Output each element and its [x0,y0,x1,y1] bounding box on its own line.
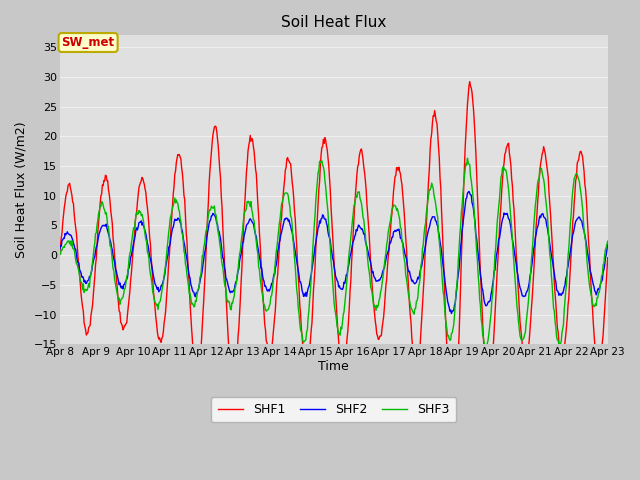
SHF1 [466,79,474,84]
SHF3 [417,275,424,280]
SHF2 [465,189,473,194]
SHF1 [417,341,424,347]
SHF2 [207,217,214,223]
SHF3 [604,238,612,244]
Line: SHF2: SHF2 [60,192,608,313]
SHF3 [122,279,130,285]
SHF3 [401,256,408,262]
SHF3 [481,344,489,349]
SHF1 [401,210,408,216]
SHF2 [447,311,455,316]
Title: Soil Heat Flux: Soil Heat Flux [281,15,387,30]
Line: SHF1: SHF1 [60,82,608,429]
SHF1 [56,249,63,255]
SHF3 [207,207,214,213]
SHF1 [66,180,74,186]
SHF3 [56,251,63,257]
SHF3 [178,229,186,235]
Legend: SHF1, SHF2, SHF3: SHF1, SHF2, SHF3 [211,397,456,422]
SHF2 [178,226,186,232]
SHF2 [66,232,74,238]
Y-axis label: Soil Heat Flux (W/m2): Soil Heat Flux (W/m2) [15,121,28,258]
SHF1 [122,321,130,326]
SHF1 [450,426,458,432]
Line: SHF3: SHF3 [60,158,608,347]
SHF1 [604,255,612,261]
Text: SW_met: SW_met [61,36,115,49]
SHF1 [178,165,186,171]
SHF2 [122,278,130,284]
SHF2 [604,241,612,247]
SHF3 [463,156,471,161]
SHF3 [66,241,74,247]
SHF2 [417,268,424,274]
SHF2 [401,247,408,252]
X-axis label: Time: Time [318,360,349,373]
SHF2 [56,247,63,252]
SHF1 [207,159,214,165]
